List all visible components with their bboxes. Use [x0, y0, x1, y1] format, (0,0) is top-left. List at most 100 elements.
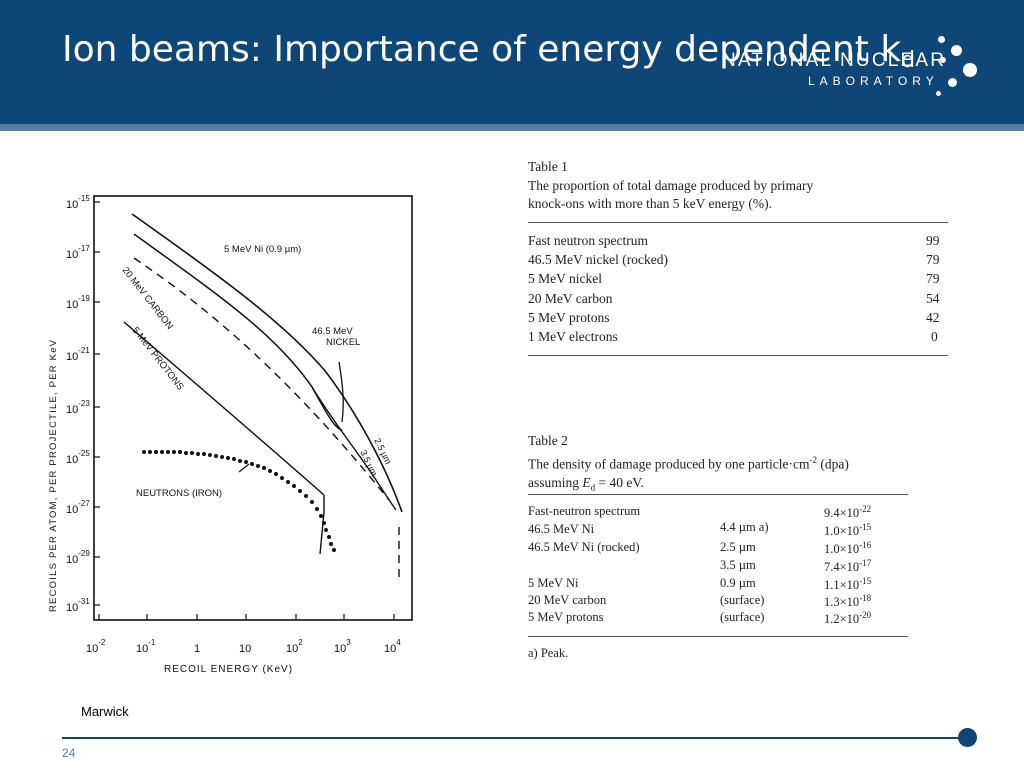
- x-tick-label: 10: [334, 643, 346, 655]
- svg-text:10-2: 10-2: [86, 638, 106, 655]
- svg-text:10-23: 10-23: [66, 399, 90, 416]
- table-cell-exp: -15: [859, 522, 872, 532]
- table-cell-value: 9.4×10-22: [824, 504, 871, 521]
- y-tick-label: 10: [66, 351, 78, 363]
- nnl-logo: NATIONAL NUCLEAR LABORATORY: [722, 36, 992, 106]
- y-tick-label: 10: [66, 504, 78, 516]
- logo-dot: [940, 57, 946, 63]
- table-2-caption-assume: assuming: [528, 474, 583, 490]
- svg-text:10-17: 10-17: [66, 244, 90, 261]
- table-cell-mantissa: 9.4×10: [824, 506, 860, 521]
- y-tick-label: 10: [66, 199, 78, 211]
- x-tick-label: 10: [239, 643, 251, 655]
- y-tick-marks: [94, 201, 100, 606]
- table-row: 5 MeV protons: [528, 610, 604, 624]
- table-row: 46.5 MeV Ni (rocked): [528, 540, 640, 554]
- y-tick-label: 10: [66, 249, 78, 261]
- svg-text:10-15: 10-15: [66, 194, 90, 211]
- table-2-title: Table 2: [528, 433, 568, 448]
- x-tick-label: 10: [86, 643, 98, 655]
- table-cell-exp: -17: [859, 558, 872, 568]
- table-cell-value: 1.0×10-16: [824, 540, 871, 557]
- label-neutrons-iron: NEUTRONS (IRON): [136, 488, 222, 499]
- logo-dot: [948, 78, 957, 87]
- svg-text:103: 103: [334, 638, 351, 655]
- svg-text:10-31: 10-31: [66, 597, 90, 614]
- table-cell-depth: 3.5 µm: [720, 558, 756, 572]
- table-cell-depth: 0.9 µm: [720, 576, 756, 590]
- x-tick-exp: 3: [346, 638, 351, 647]
- table-cell-value: 1.2×10-20: [824, 610, 871, 627]
- y-tick-exp: -27: [78, 499, 90, 508]
- table-2-footnote: a) Peak.: [528, 646, 569, 660]
- table-cell-depth: (surface): [720, 593, 765, 607]
- table-row: 5 MeV nickel: [528, 271, 602, 286]
- x-tick-marks: [98, 614, 395, 620]
- table-1-caption-line-1: The proportion of total damage produced …: [528, 177, 814, 193]
- svg-text:10-1: 10-1: [136, 638, 156, 655]
- logo-dot: [963, 63, 977, 77]
- table-1-top-rule: [528, 222, 948, 223]
- y-tick-exp: -19: [78, 294, 90, 303]
- curve-5mev-protons: [123, 321, 325, 496]
- curve-20mev-carbon: [133, 257, 390, 501]
- x-axis-label: RECOIL ENERGY (KeV): [164, 664, 293, 675]
- y-tick-label: 10: [66, 554, 78, 566]
- y-tick-label: 10: [66, 454, 78, 466]
- recoil-spectrum-plot: 10-15 10-17 10-19 10-21 10-23 10-25 10-2…: [48, 194, 413, 675]
- header-stripe: [0, 124, 1024, 131]
- footer-dot: [958, 728, 977, 747]
- svg-text:104: 104: [384, 638, 401, 655]
- table-cell-value: 7.4×10-17: [824, 558, 871, 575]
- svg-text:10: 10: [239, 643, 251, 655]
- table-cell-depth: (surface): [720, 610, 765, 624]
- svg-text:102: 102: [286, 638, 303, 655]
- table-2-caption-value: = 40 eV.: [595, 474, 644, 490]
- table-1-bottom-rule: [528, 355, 948, 356]
- x-tick-exp: -2: [98, 638, 106, 647]
- x-tick-label: 10: [384, 643, 396, 655]
- svg-text:10-25: 10-25: [66, 449, 90, 466]
- y-tick-exp: -17: [78, 244, 90, 253]
- y-tick-exp: -23: [78, 399, 90, 408]
- table-row: 20 MeV carbon: [528, 593, 607, 607]
- slide-title-text: Ion beams: Importance of energy dependen…: [62, 29, 902, 70]
- table-2-top-rule: [528, 494, 908, 495]
- table-row: Fast neutron spectrum: [528, 233, 648, 248]
- table-1: Table 1 The proportion of total damage p…: [528, 158, 948, 358]
- table-2: Table 2 The density of damage produced b…: [528, 432, 918, 672]
- table-row: 46.5 MeV Ni: [528, 522, 595, 536]
- table-row: Fast-neutron spectrum: [528, 504, 641, 518]
- svg-text:10-19: 10-19: [66, 294, 90, 311]
- logo-line-1: NATIONAL NUCLEAR: [722, 50, 947, 71]
- table-cell-mantissa: 1.2×10: [824, 612, 860, 627]
- x-tick-exp: -1: [148, 638, 156, 647]
- y-tick-exp: -31: [78, 597, 90, 606]
- x-tick-exp: 4: [396, 638, 401, 647]
- table-cell-exp: -18: [859, 593, 872, 603]
- table-cell-exp: -16: [859, 540, 872, 550]
- table-cell-depth: 4.4 µm a): [720, 520, 769, 534]
- table-cell-mantissa: 1.1×10: [824, 578, 860, 593]
- logo-line-2: LABORATORY: [808, 74, 939, 88]
- label-5mev-nickel: 5 MeV Ni (0.9 µm): [224, 244, 301, 255]
- table-cell-value: 1.1×10-15: [824, 576, 871, 593]
- y-tick-labels: 10-15 10-17 10-19 10-21 10-23 10-25 10-2…: [66, 194, 90, 614]
- table-2-caption-line-1: The density of damage produced by one pa…: [528, 451, 918, 474]
- x-tick-label: 1: [194, 643, 200, 655]
- table-2-caption-exp: -2: [809, 454, 818, 465]
- table-2-caption-line-2: assuming Ed = 40 eV.: [528, 474, 918, 497]
- svg-text:1: 1: [194, 643, 200, 655]
- logo-dot: [936, 91, 941, 96]
- label-46mev-line2: NICKEL: [326, 337, 360, 348]
- table-cell-value: 1.0×10-15: [824, 522, 871, 539]
- svg-text:10-21: 10-21: [66, 346, 90, 363]
- table-2-caption-text: The density of damage produced by one pa…: [528, 456, 810, 471]
- curve-46mev-nickel: [133, 233, 343, 431]
- table-cell-mantissa: 1.0×10: [824, 542, 860, 557]
- table-cell-mantissa: 7.4×10: [824, 560, 860, 575]
- table-cell-exp: -15: [859, 576, 872, 586]
- table-cell-value: 0: [931, 329, 938, 344]
- label-20mev-carbon: 20 MeV CARBON: [120, 265, 176, 332]
- table-row: 46.5 MeV nickel (rocked): [528, 252, 668, 267]
